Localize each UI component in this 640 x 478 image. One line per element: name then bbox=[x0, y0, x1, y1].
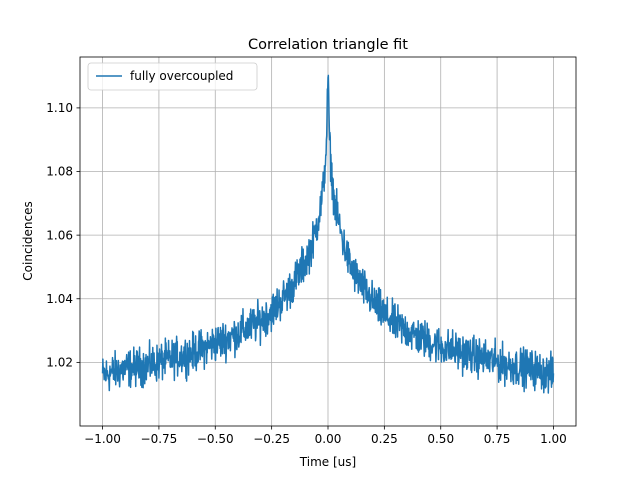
x-tick-label: −1.00 bbox=[84, 432, 121, 446]
series-line-fully-overcoupled bbox=[101, 74, 555, 394]
y-axis-label: Coincidences bbox=[21, 201, 35, 280]
legend-entry-fully-overcoupled: fully overcoupled bbox=[130, 69, 233, 83]
x-tick-label: −0.25 bbox=[253, 432, 290, 446]
x-tick-label: −0.75 bbox=[141, 432, 178, 446]
x-axis-label: Time [us] bbox=[299, 455, 356, 469]
y-tick-label: 1.04 bbox=[46, 292, 73, 306]
legend-box bbox=[87, 62, 258, 91]
x-tick-label: 0.75 bbox=[484, 432, 511, 446]
y-tick-label: 1.08 bbox=[46, 165, 73, 179]
series-layer bbox=[101, 74, 555, 394]
chart-title: Correlation triangle fit bbox=[248, 37, 408, 53]
ticks: −1.00 −0.75 −0.50 −0.25 0.00 0.25 0.50 0.75 1.00… bbox=[46, 101, 567, 446]
legend: fully overcoupled bbox=[87, 62, 258, 91]
y-tick-label: 1.02 bbox=[46, 356, 73, 370]
x-tick-label: −0.50 bbox=[197, 432, 234, 446]
y-tick-label: 1.06 bbox=[46, 228, 73, 242]
x-tick-label: 0.25 bbox=[371, 432, 398, 446]
x-tick-label: 0.50 bbox=[427, 432, 454, 446]
y-tick-label: 1.10 bbox=[46, 101, 73, 115]
x-tick-label: 0.00 bbox=[315, 432, 342, 446]
x-tick-label: 1.00 bbox=[540, 432, 567, 446]
